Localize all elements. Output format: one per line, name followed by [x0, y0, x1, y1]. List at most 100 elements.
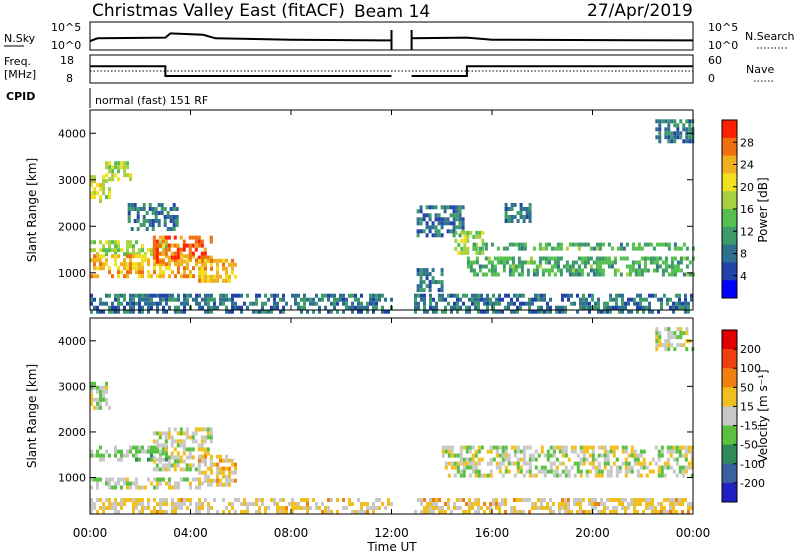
heatmap-cell	[564, 445, 568, 450]
heatmap-cell	[419, 217, 423, 222]
heatmap-cell	[96, 191, 99, 196]
heatmap-cell	[592, 246, 596, 251]
heatmap-cell	[126, 449, 129, 454]
x-tick-label: 00:00	[676, 526, 711, 540]
heatmap-cell	[126, 477, 129, 482]
heatmap-cell	[159, 481, 162, 486]
heatmap-cell	[231, 478, 234, 483]
heatmap-cell	[471, 469, 475, 474]
heatmap-cell	[597, 469, 601, 474]
heatmap-cell	[510, 219, 514, 223]
heatmap-cell	[676, 131, 680, 136]
heatmap-cell	[138, 502, 141, 506]
heatmap-cell	[188, 451, 192, 456]
heatmap-cell	[661, 272, 665, 277]
heatmap-cell	[648, 498, 651, 502]
heatmap-cell	[441, 449, 445, 454]
heatmap-cell	[93, 381, 96, 386]
heatmap-cell	[93, 502, 96, 506]
heatmap-cell	[369, 301, 372, 306]
heatmap-cell	[360, 309, 363, 314]
heatmap-cell	[237, 305, 240, 310]
heatmap-cell	[219, 482, 222, 487]
heatmap-cell	[510, 297, 513, 302]
heatmap-cell	[203, 451, 207, 456]
heatmap-cell	[420, 498, 423, 502]
heatmap-cell	[456, 297, 459, 302]
heatmap-cell	[537, 309, 540, 314]
heatmap-cell	[210, 482, 213, 487]
heatmap-cell	[687, 510, 690, 514]
heatmap-cell	[185, 467, 189, 472]
heatmap-cell	[194, 427, 198, 432]
heatmap-cell	[463, 246, 467, 251]
heatmap-cell	[561, 309, 564, 314]
heatmap-cell	[176, 247, 180, 252]
heatmap-cell	[264, 510, 267, 514]
heatmap-cell	[495, 449, 499, 454]
heatmap-cell	[183, 309, 186, 314]
heatmap-cell	[502, 264, 506, 269]
heatmap-cell	[165, 301, 168, 306]
heatmap-cell	[510, 207, 514, 211]
heatmap-cell	[664, 347, 668, 352]
heatmap-cell	[468, 473, 472, 478]
heatmap-cell	[505, 256, 509, 261]
heatmap-cell	[501, 445, 505, 450]
heatmap-cell	[174, 262, 177, 267]
heatmap-cell	[258, 309, 261, 314]
heatmap-cell	[658, 139, 662, 144]
heatmap-cell	[327, 297, 330, 302]
heatmap-cell	[459, 473, 463, 478]
heatmap-cell	[531, 297, 534, 302]
heatmap-cell	[477, 309, 480, 314]
heatmap-cell	[267, 309, 270, 314]
heatmap-cell	[204, 478, 207, 483]
heatmap-cell	[231, 270, 234, 275]
heatmap-cell	[687, 305, 690, 310]
heatmap-cell	[489, 469, 493, 474]
heatmap-cell	[339, 293, 342, 298]
heatmap-cell	[522, 473, 526, 478]
heatmap-cell	[685, 331, 689, 336]
heatmap-cell	[601, 272, 605, 277]
heatmap-cell	[114, 262, 117, 267]
heatmap-cell	[673, 256, 677, 261]
heatmap-cell	[249, 301, 252, 306]
heatmap-cell	[114, 510, 117, 514]
cpid-value: normal (fast) 151 RF	[95, 94, 208, 107]
heatmap-cell	[598, 246, 602, 251]
heatmap-cell	[127, 207, 131, 211]
heatmap-cell	[655, 347, 659, 352]
heatmap-cell	[679, 246, 683, 251]
heatmap-cell	[685, 347, 689, 352]
freq-right-tick-bottom: 0	[708, 72, 715, 85]
heatmap-cell	[102, 175, 105, 180]
heatmap-cell	[586, 256, 590, 261]
heatmap-cell	[576, 309, 579, 314]
heatmap-cell	[452, 221, 456, 226]
heatmap-cell	[519, 498, 522, 502]
heatmap-cell	[642, 309, 645, 314]
heatmap-cell	[154, 207, 158, 211]
heatmap-cell	[105, 248, 108, 253]
y-tick-label: 3000	[58, 174, 86, 187]
heatmap-cell	[687, 506, 690, 510]
heatmap-cell	[639, 453, 643, 458]
heatmap-cell	[303, 293, 306, 298]
heatmap-cell	[435, 506, 438, 510]
heatmap-cell	[481, 230, 485, 235]
freq-label-2: [MHz]	[4, 68, 36, 81]
heatmap-cell	[685, 119, 689, 124]
heatmap-cell	[648, 506, 651, 510]
heatmap-cell	[133, 207, 137, 211]
heatmap-cell	[552, 453, 556, 458]
heatmap-cell	[612, 510, 615, 514]
heatmap-cell	[612, 453, 616, 458]
heatmap-cell	[153, 477, 156, 482]
heatmap-cell	[556, 256, 560, 261]
heatmap-cell	[99, 258, 102, 263]
heatmap-cell	[579, 498, 582, 502]
heatmap-cell	[598, 242, 602, 247]
heatmap-cell	[510, 445, 514, 450]
